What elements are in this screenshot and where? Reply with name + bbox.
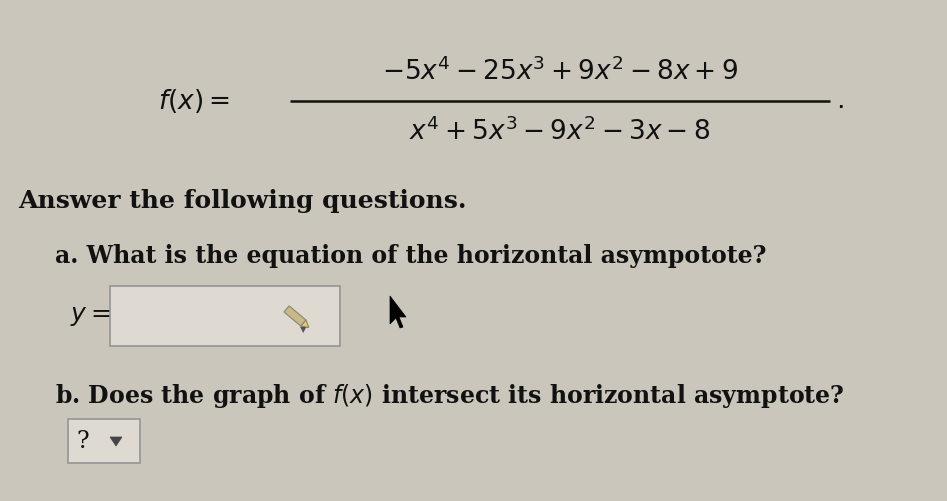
Text: b. Does the graph of $f(x)$ intersect its horizontal asymptote?: b. Does the graph of $f(x)$ intersect it… xyxy=(55,382,845,410)
Polygon shape xyxy=(110,437,122,446)
Polygon shape xyxy=(301,320,309,328)
Polygon shape xyxy=(284,306,306,326)
Text: $f(x) =$: $f(x) =$ xyxy=(158,87,230,115)
FancyBboxPatch shape xyxy=(68,419,140,463)
Text: Answer the following questions.: Answer the following questions. xyxy=(18,189,467,213)
Polygon shape xyxy=(390,296,406,328)
Text: .: . xyxy=(836,88,845,114)
Text: $x^4 + 5x^3 - 9x^2 - 3x - 8$: $x^4 + 5x^3 - 9x^2 - 3x - 8$ xyxy=(409,117,710,145)
Text: $y =$: $y =$ xyxy=(70,305,111,328)
FancyBboxPatch shape xyxy=(110,286,340,346)
Text: $-5x^4 - 25x^3 + 9x^2 - 8x + 9$: $-5x^4 - 25x^3 + 9x^2 - 8x + 9$ xyxy=(382,57,738,85)
Text: ▼: ▼ xyxy=(300,326,306,335)
Text: ?: ? xyxy=(77,429,89,452)
Text: a. What is the equation of the horizontal asympotote?: a. What is the equation of the horizonta… xyxy=(55,244,766,268)
